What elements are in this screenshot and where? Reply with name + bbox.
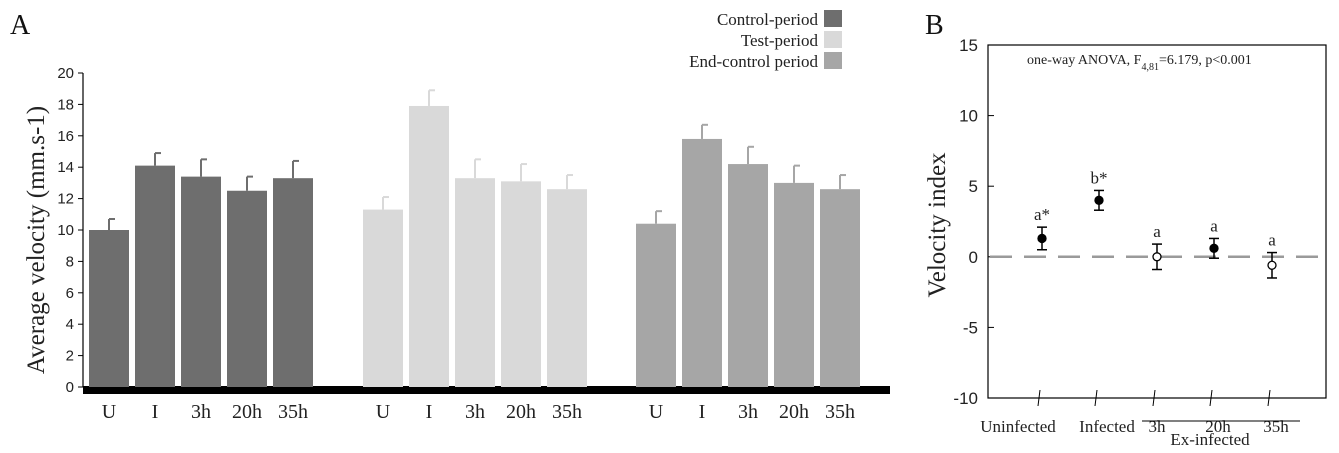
data-point bbox=[1094, 195, 1104, 205]
legend-label: End-control period bbox=[689, 52, 818, 71]
bar bbox=[363, 209, 403, 387]
y-tick-label: 10 bbox=[57, 222, 74, 239]
data-point bbox=[1267, 260, 1277, 270]
bar bbox=[135, 165, 175, 387]
legend-label: Control-period bbox=[717, 10, 819, 29]
legend-swatch bbox=[824, 52, 842, 69]
y-tick-label: 0 bbox=[66, 379, 74, 396]
y-tick-label: 15 bbox=[959, 36, 978, 55]
x-tick-label: 20h bbox=[232, 401, 262, 423]
y-tick-label: 0 bbox=[969, 248, 978, 267]
bar bbox=[273, 178, 313, 387]
y-tick-label: 8 bbox=[66, 253, 74, 270]
panel-a-y-axis-label: Average velocity (mm.s-1) bbox=[23, 106, 50, 374]
bar bbox=[409, 105, 449, 387]
bar bbox=[455, 178, 495, 387]
x-tick bbox=[1267, 389, 1271, 407]
x-tick-label: I bbox=[152, 401, 159, 423]
data-point bbox=[1152, 252, 1162, 262]
x-tick-label: 20h bbox=[779, 401, 809, 423]
panel-b-group-label: Ex-infected bbox=[1170, 430, 1250, 449]
y-tick-label: 14 bbox=[57, 159, 74, 176]
x-tick-label: 3h bbox=[191, 401, 211, 423]
bar bbox=[636, 223, 676, 387]
y-tick-label: -5 bbox=[963, 318, 978, 337]
significance-label: a bbox=[1210, 216, 1218, 235]
legend-swatch bbox=[824, 31, 842, 48]
x-tick bbox=[1037, 389, 1041, 407]
panel-b-y-axis-label: Velocity index bbox=[924, 152, 951, 298]
x-category-label: 20h bbox=[1205, 417, 1231, 436]
x-tick-label: 3h bbox=[465, 401, 485, 423]
x-category-label: 3h bbox=[1149, 417, 1167, 436]
anova-tail: =6.179, p<0.001 bbox=[1159, 53, 1252, 68]
anova-text: one-way ANOVA, F bbox=[1027, 53, 1142, 68]
significance-label: a bbox=[1153, 222, 1161, 241]
plot-frame bbox=[987, 44, 1327, 399]
significance-label: a bbox=[1268, 231, 1276, 250]
x-category-label: Uninfected bbox=[980, 417, 1056, 436]
x-tick-label: I bbox=[699, 401, 706, 423]
x-tick-label: 35h bbox=[825, 401, 855, 423]
x-tick bbox=[1209, 389, 1213, 407]
legend-swatch bbox=[824, 10, 842, 27]
panel-b-anova-annotation: one-way ANOVA, F4,81=6.179, p<0.001 bbox=[1027, 53, 1252, 73]
significance-label: b* bbox=[1091, 168, 1108, 187]
x-category-label: 35h bbox=[1263, 417, 1289, 436]
bar bbox=[728, 164, 768, 387]
x-tick-label: U bbox=[102, 401, 117, 423]
panel-b-plot: -10 -5 0 5 10 15 a* b* a a a Uninfected Infected 3h 20… bbox=[953, 36, 1327, 436]
x-tick-label: 35h bbox=[552, 401, 582, 423]
x-tick-label: 35h bbox=[278, 401, 308, 423]
bar bbox=[682, 138, 722, 387]
bar bbox=[774, 182, 814, 387]
panel-a-bars: U I 3h 20h 35h U I 3h 20h 35h U I 3h 20h 35h bbox=[89, 89, 860, 423]
x-tick-label: 20h bbox=[506, 401, 536, 423]
y-tick-label: 18 bbox=[57, 96, 74, 113]
panel-b-label: B bbox=[925, 10, 944, 41]
x-tick bbox=[1094, 389, 1098, 407]
panel-a-label: A bbox=[10, 10, 31, 41]
bar bbox=[89, 230, 129, 387]
x-tick-label: U bbox=[376, 401, 391, 423]
x-tick-label: U bbox=[649, 401, 664, 423]
bar bbox=[547, 189, 587, 387]
x-category-label: Infected bbox=[1079, 417, 1135, 436]
y-tick-label: 6 bbox=[66, 285, 74, 302]
y-tick-label: 20 bbox=[57, 65, 74, 82]
bar bbox=[227, 190, 267, 387]
y-tick-label: 16 bbox=[57, 128, 74, 145]
y-tick-label: 12 bbox=[57, 191, 74, 208]
data-point bbox=[1037, 233, 1047, 244]
x-tick-label: I bbox=[426, 401, 433, 423]
panel-a-axes: 0 2 4 6 8 10 12 14 16 18 20 bbox=[57, 65, 890, 396]
significance-label: a* bbox=[1034, 205, 1050, 224]
y-tick-label: -10 bbox=[953, 389, 978, 408]
anova-subscript: 4,81 bbox=[1141, 62, 1159, 73]
x-tick bbox=[1152, 389, 1156, 407]
y-tick-label: 2 bbox=[66, 348, 74, 365]
x-tick-label: 3h bbox=[738, 401, 758, 423]
x-axis-baseline bbox=[83, 386, 890, 394]
panel-a-legend: Control-period Test-period End-control per… bbox=[689, 10, 842, 71]
y-tick-label: 5 bbox=[969, 177, 978, 196]
data-point bbox=[1209, 243, 1219, 253]
bar bbox=[181, 176, 221, 387]
y-tick-label: 4 bbox=[66, 316, 74, 333]
y-tick-label: 10 bbox=[959, 107, 978, 126]
bar bbox=[501, 181, 541, 387]
bar bbox=[820, 189, 860, 387]
legend-label: Test-period bbox=[741, 31, 819, 50]
